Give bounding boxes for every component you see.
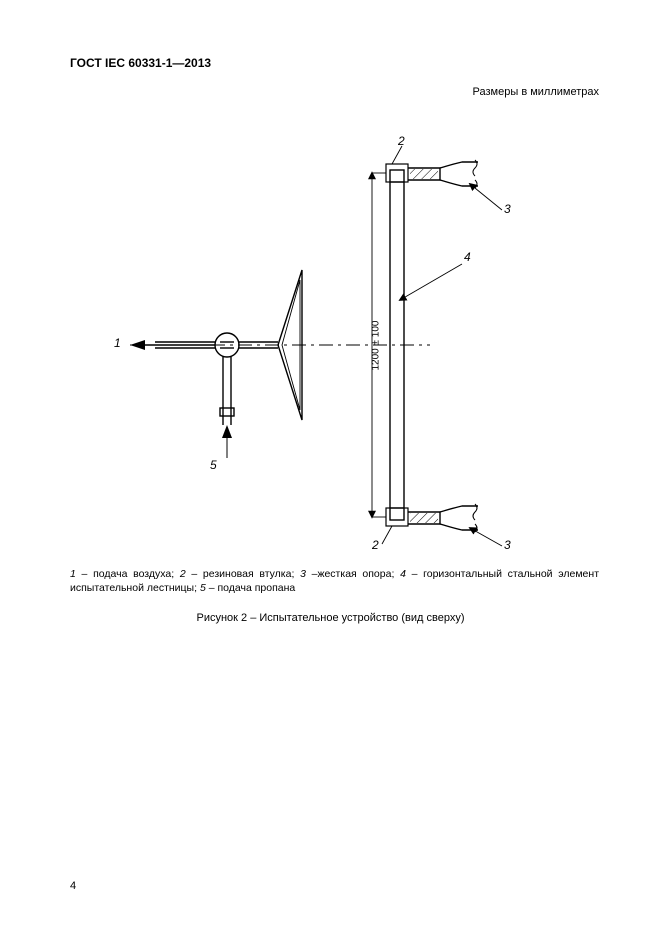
callout-3-top: 3 <box>504 202 511 216</box>
legend-5-txt: – подача пропана <box>206 582 295 594</box>
callout-2-bottom: 2 <box>372 538 379 552</box>
standard-header: ГОСТ IEC 60331-1—2013 <box>70 56 211 70</box>
page-number: 4 <box>70 880 76 892</box>
callout-4: 4 <box>464 250 471 264</box>
legend-1-txt: – подача воздуха; <box>76 568 180 580</box>
callout-1: 1 <box>114 336 121 350</box>
units-note: Размеры в миллиметрах <box>473 86 599 98</box>
diagram-svg <box>70 140 590 550</box>
legend: 1 – подача воздуха; 2 – резиновая втулка… <box>70 568 599 595</box>
callout-3-bottom: 3 <box>504 538 511 552</box>
callout-5: 5 <box>210 458 217 472</box>
legend-3-txt: –жесткая опора; <box>306 568 400 580</box>
legend-2-txt: – резиновая втулка; <box>186 568 300 580</box>
callout-2-top: 2 <box>398 134 405 148</box>
figure-area: 1200 ± 100 1 2 3 4 5 2 3 <box>70 140 590 550</box>
dimension-label: 1200 ± 100 <box>371 316 382 376</box>
page: ГОСТ IEC 60331-1—2013 Размеры в миллимет… <box>0 0 661 936</box>
figure-caption: Рисунок 2 – Испытательное устройство (ви… <box>0 612 661 624</box>
